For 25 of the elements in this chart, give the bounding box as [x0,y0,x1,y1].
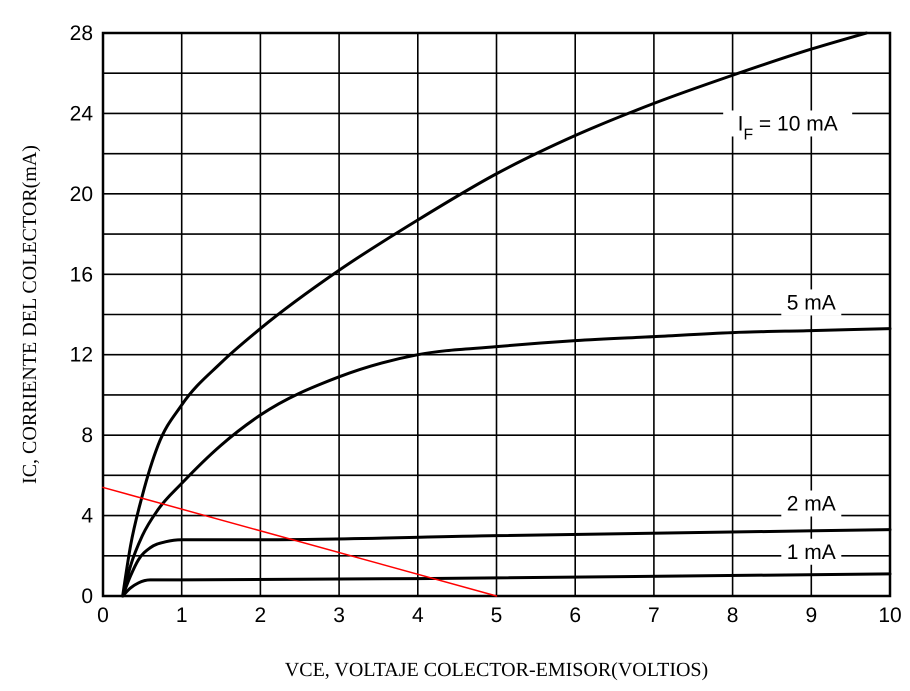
series-label: 5 mA [786,291,836,314]
y-tick-label: 0 [81,585,93,608]
y-tick-label: 16 [70,263,93,286]
x-tick-label: 10 [878,604,902,627]
x-tick-label: 9 [805,604,818,627]
x-tick-label: 0 [97,604,109,627]
series-label: I$_{F}$ = 10 mA [738,112,838,143]
y-tick-label: 28 [70,22,93,45]
x-tick-label: 5 [490,604,502,627]
x-tick-label: 8 [726,604,738,627]
y-tick-label: 24 [70,102,94,126]
x-tick-label: 7 [648,604,660,627]
y-tick-label: 8 [81,424,93,448]
y-tick-label: 20 [70,182,93,206]
x-tick-label: 1 [176,604,188,627]
x-tick-label: 4 [412,604,424,627]
x-tick-label: 2 [254,604,266,627]
y-tick-label: 12 [70,344,93,367]
x-tick-label: 3 [333,604,345,627]
x-axis-title: VCE, VOLTAJE COLECTOR-EMISOR(VOLTIOS) [284,659,708,681]
y-tick-label: 4 [81,504,94,528]
y-axis-title: IC, CORRIENTE DEL COLECTOR(mA) [19,145,41,484]
series-label: 2 mA [786,492,836,516]
series-label: 1 mA [786,540,836,564]
x-tick-label: 6 [569,604,582,627]
